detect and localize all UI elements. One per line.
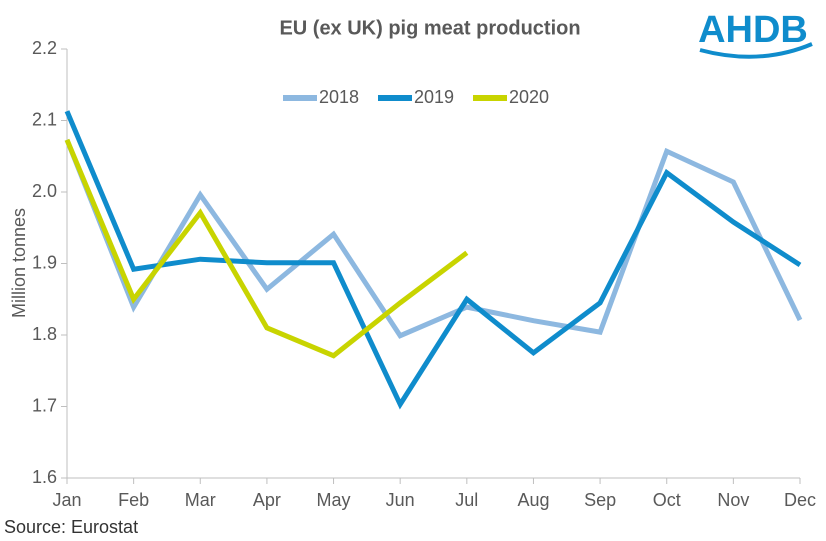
x-tick-label: May — [317, 490, 351, 510]
chart-title: EU (ex UK) pig meat production — [279, 17, 580, 39]
x-tick-label: Jan — [52, 490, 81, 510]
source: Source: Eurostat — [4, 517, 138, 537]
legend-label: 2020 — [509, 87, 549, 107]
x-tick-label: Sep — [584, 490, 616, 510]
x-tick-label: Jun — [386, 490, 415, 510]
x-tick-label: Aug — [517, 490, 549, 510]
y-tick-label: 2.1 — [32, 109, 57, 129]
y-tick-label: 1.7 — [32, 395, 57, 415]
series-line — [64, 138, 803, 339]
x-tick-label: Mar — [185, 490, 216, 510]
legend-label: 2019 — [414, 87, 454, 107]
x-tick-label: Apr — [253, 490, 281, 510]
logo: AHDB — [698, 9, 808, 51]
legend-label: 2018 — [319, 87, 359, 107]
series-line — [64, 110, 802, 410]
y-tick-label: 2.0 — [32, 181, 57, 201]
x-tick-label: Jul — [455, 490, 478, 510]
y-tick-label: 1.8 — [32, 324, 57, 344]
logo-swoosh — [699, 42, 813, 59]
y-axis-label: Million tonnes — [9, 208, 29, 318]
series-line — [64, 138, 469, 359]
x-tick-label: Oct — [653, 490, 681, 510]
x-tick-label: Feb — [118, 490, 149, 510]
y-tick-label: 2.2 — [32, 38, 57, 58]
x-tick-label: Dec — [784, 490, 816, 510]
y-tick-label: 1.9 — [32, 252, 57, 272]
x-tick-label: Nov — [717, 490, 749, 510]
y-tick-label: 1.6 — [32, 467, 57, 487]
